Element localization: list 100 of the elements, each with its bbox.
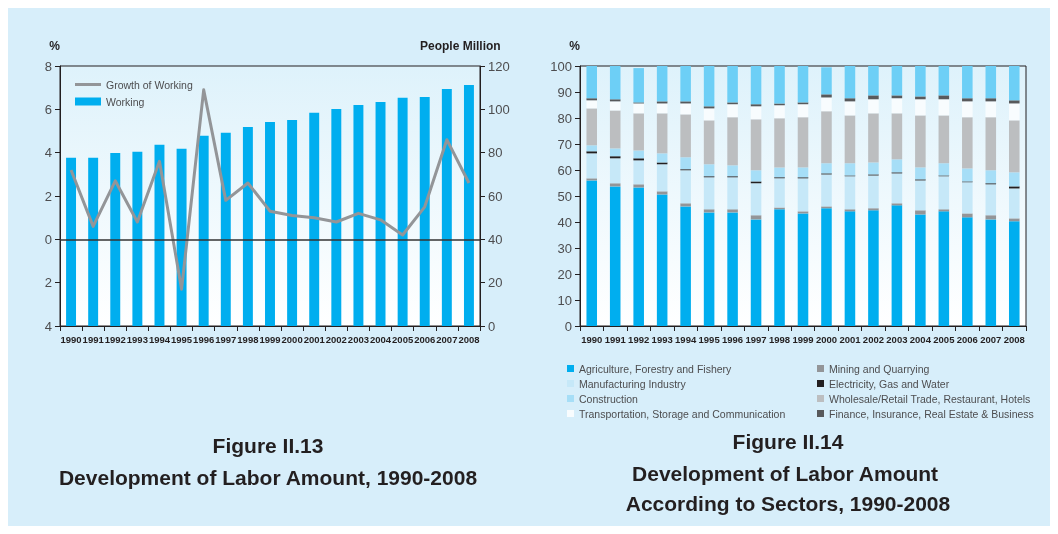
bar	[750, 66, 762, 105]
x-tick-label: 1992	[628, 333, 650, 345]
bar	[821, 97, 832, 112]
y-tick-label: 2	[44, 188, 52, 204]
bar	[844, 101, 856, 116]
x-tick-label: 1994	[148, 333, 171, 345]
bar	[891, 159, 903, 173]
bar	[633, 158, 644, 161]
bar	[868, 95, 879, 100]
bar	[844, 163, 856, 176]
x-tick-label: 1992	[104, 333, 126, 345]
x-tick-label: 1991	[604, 333, 627, 345]
x-tick-label: 1999	[792, 333, 814, 345]
bar	[915, 96, 926, 100]
legend-label: Wholesale/Retail Trade, Restaurant, Hotels	[829, 392, 1031, 405]
bar	[609, 101, 621, 111]
bar	[88, 157, 99, 326]
bar	[242, 126, 253, 326]
x-tick-label: 1996	[193, 333, 215, 345]
bar	[586, 151, 598, 154]
bar	[656, 66, 668, 102]
bar	[633, 68, 644, 103]
bar	[868, 175, 879, 209]
bar	[309, 112, 320, 326]
x-tick-label: 1990	[581, 333, 603, 345]
bar	[703, 209, 715, 213]
bar	[962, 168, 973, 182]
x-tick-label: 1991	[82, 333, 105, 345]
bar	[891, 95, 903, 99]
bar	[703, 177, 715, 210]
bar	[844, 176, 856, 210]
y-tick-label: 2	[44, 275, 52, 291]
bar	[680, 66, 691, 102]
legend-label: Growth of Working	[106, 78, 193, 91]
bar	[938, 211, 950, 326]
bar	[844, 66, 856, 99]
bar	[397, 97, 408, 326]
bar	[774, 105, 785, 119]
bar	[727, 177, 738, 210]
bar	[915, 99, 926, 116]
bar	[774, 167, 785, 178]
bar	[586, 100, 598, 109]
x-tick-label: 1995	[171, 333, 193, 345]
bar	[985, 101, 997, 118]
bar	[727, 212, 738, 326]
bar	[844, 211, 856, 326]
y-tick-label: 8	[44, 58, 52, 74]
bar	[938, 115, 950, 164]
legend-label: Transportation, Storage and Communication	[579, 407, 786, 420]
x-tick-label: 1996	[722, 333, 744, 345]
bar	[868, 210, 879, 326]
bar	[985, 215, 997, 220]
bar	[1008, 120, 1020, 173]
bar	[727, 209, 738, 213]
y-axis-title: %	[569, 39, 581, 53]
bar	[985, 184, 997, 216]
bar	[750, 215, 762, 220]
bar	[609, 66, 621, 100]
y-tick-label: 6	[44, 101, 52, 117]
bar	[680, 101, 691, 104]
y-tick-label: 4	[44, 318, 52, 334]
text: Figure II.13	[212, 434, 324, 457]
bar	[287, 119, 298, 326]
bar	[680, 203, 691, 207]
bar	[962, 213, 973, 218]
x-tick-label: 1990	[60, 333, 82, 345]
bar	[774, 209, 785, 326]
bar	[915, 115, 926, 168]
bar	[703, 106, 715, 109]
bar	[656, 101, 668, 104]
bar	[609, 110, 621, 149]
bar	[703, 212, 715, 326]
x-tick-label: 1997	[745, 333, 767, 345]
x-tick-label: 2005	[392, 333, 414, 345]
y2-tick-label: 0	[488, 318, 496, 334]
bar	[962, 182, 973, 214]
bar	[586, 108, 598, 146]
bar	[609, 158, 621, 184]
bar	[915, 214, 926, 326]
bar	[844, 115, 856, 164]
y-tick-label: 40	[557, 214, 572, 230]
bar	[609, 156, 621, 159]
bar	[110, 153, 121, 326]
x-tick-label: 2002	[862, 333, 884, 345]
text: Figure II.14	[732, 430, 844, 453]
x-tick-label: 2002	[325, 333, 347, 345]
bar	[844, 98, 856, 102]
bar	[1008, 172, 1020, 187]
bar	[656, 194, 668, 326]
bar	[985, 66, 997, 99]
bar	[1008, 188, 1020, 219]
bar	[774, 178, 785, 208]
y-tick-label: 70	[557, 136, 572, 152]
bar	[938, 176, 950, 210]
bar	[891, 203, 903, 206]
bar	[586, 66, 598, 99]
bar	[198, 135, 209, 326]
bar	[265, 121, 275, 326]
x-tick-label: 2003	[886, 333, 908, 345]
bar	[891, 66, 903, 96]
